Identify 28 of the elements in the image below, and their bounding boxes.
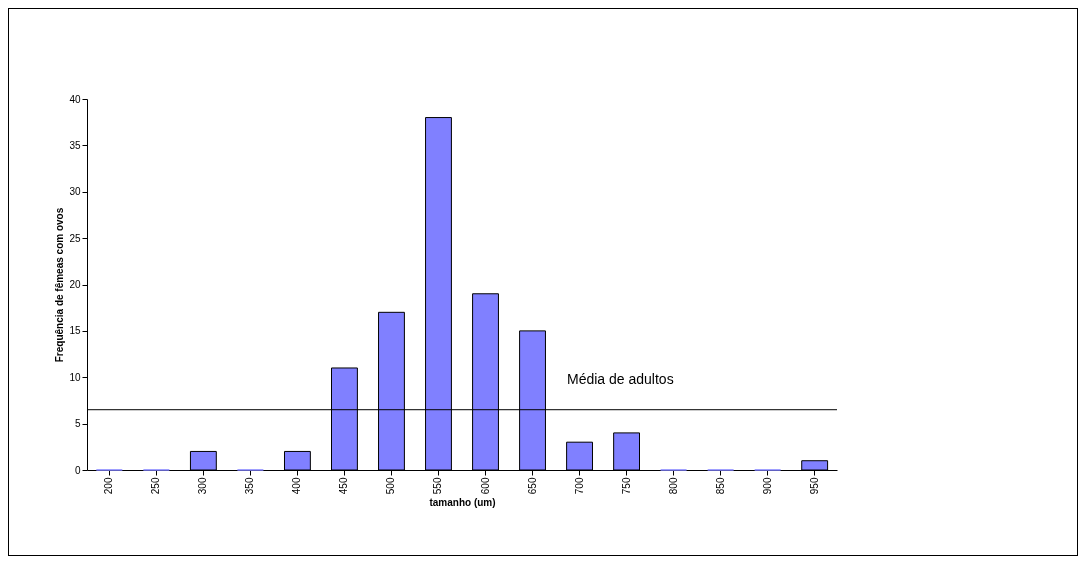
- y-tick-label: 0: [74, 464, 81, 476]
- y-tick-label: 40: [69, 93, 81, 105]
- x-tick-label: 450: [338, 477, 350, 495]
- y-tick-label: 35: [69, 139, 81, 151]
- x-tick-label: 500: [385, 477, 397, 495]
- x-tick-label: 350: [244, 477, 256, 495]
- x-tick-label: 850: [714, 477, 726, 495]
- y-axis-title: Frequência de fêmeas com ovos: [54, 207, 66, 363]
- ref-line-label: Média de adultos: [567, 370, 674, 387]
- x-tick-label: 650: [526, 477, 538, 495]
- y-tick-label: 10: [69, 371, 81, 383]
- x-tick-label: 900: [761, 477, 773, 495]
- x-tick-label: 950: [808, 477, 820, 495]
- y-tick-label: 30: [69, 186, 81, 198]
- x-tick-label: 200: [103, 477, 115, 495]
- y-tick-label: 25: [69, 232, 81, 244]
- x-tick-label: 550: [432, 477, 444, 495]
- x-tick-label: 750: [620, 477, 632, 495]
- x-tick-label: 300: [197, 477, 209, 495]
- x-tick-label: 400: [291, 477, 303, 495]
- x-axis-title: tamanho (um): [429, 497, 496, 509]
- y-tick-label: 20: [69, 279, 81, 290]
- y-tick-label: 5: [74, 418, 81, 430]
- x-tick-label: 800: [667, 477, 679, 495]
- y-tick-label: 15: [69, 325, 81, 337]
- x-tick-label: 600: [479, 477, 491, 495]
- x-tick-label: 250: [150, 477, 162, 495]
- x-tick-label: 700: [573, 477, 585, 495]
